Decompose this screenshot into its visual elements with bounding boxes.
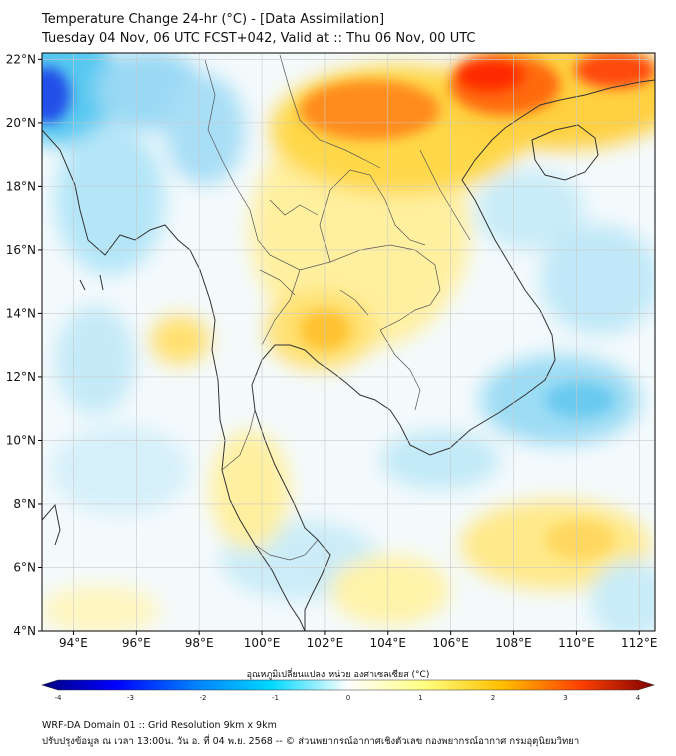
- lat-tick-label: 14°N: [6, 306, 36, 320]
- colorbar-tick-label: 3: [563, 694, 567, 702]
- colorbar-tick-label: 4: [636, 694, 641, 702]
- model-info: WRF-DA Domain 01 :: Grid Resolution 9km …: [42, 720, 277, 731]
- colorbar-title: อุณหภูมิเปลี่ยนแปลง หน่วย องศาเซลเซียส (…: [246, 670, 430, 680]
- lon-tick-label: 94°E: [59, 636, 88, 650]
- colorbar-ticks: -4 -3 -2 -1 0 1 2 3 4: [55, 694, 641, 702]
- lon-tick-label: 98°E: [185, 636, 214, 650]
- lat-tick-label: 8°N: [13, 497, 36, 511]
- colorbar-tick-label: -2: [200, 694, 207, 702]
- lat-tick-label: 20°N: [6, 116, 36, 130]
- borders: [204, 54, 471, 561]
- longitude-axis: 94°E 96°E 98°E 100°E 102°E 104°E 106°E 108°E 110…: [59, 631, 658, 650]
- colorbar-tick-label: 0: [346, 694, 350, 702]
- map-title: Temperature Change 24-hr (°C) - [Data As…: [42, 12, 385, 27]
- lon-tick-label: 104°E: [370, 636, 407, 650]
- lat-tick-label: 16°N: [6, 243, 36, 257]
- lon-tick-label: 108°E: [495, 636, 532, 650]
- colorbar-tick-label: -4: [55, 694, 63, 702]
- graticule: [42, 53, 655, 632]
- map-frame: [41, 52, 656, 632]
- colorbar-tick-label: -1: [272, 694, 279, 702]
- lon-tick-label: 96°E: [122, 636, 151, 650]
- colorbar: -4 -3 -2 -1 0 1 2 3 4: [40, 679, 656, 702]
- lat-tick-label: 22°N: [6, 52, 36, 66]
- update-credit: ปรับปรุงข้อมูล ณ เวลา 13:00น. วัน อ. ที่…: [42, 736, 580, 747]
- colorbar-gradient: [40, 679, 656, 691]
- lon-tick-label: 110°E: [558, 636, 595, 650]
- lat-tick-label: 12°N: [6, 370, 36, 384]
- colorbar-tick-label: 1: [418, 694, 422, 702]
- colorbar-tick-label: 2: [491, 694, 495, 702]
- temperature-field: [42, 53, 655, 631]
- lon-tick-label: 102°E: [307, 636, 344, 650]
- lat-tick-label: 10°N: [6, 433, 36, 447]
- latitude-axis: 22°N 20°N 18°N 16°N 14°N 12°N 10°N 8°N 6°N 4°N: [6, 52, 42, 638]
- lat-tick-label: 6°N: [13, 560, 36, 574]
- colorbar-tick-label: -3: [127, 694, 134, 702]
- lat-tick-label: 18°N: [6, 179, 36, 193]
- lon-tick-label: 112°E: [621, 636, 658, 650]
- coastlines: [42, 79, 655, 631]
- map-subtitle: Tuesday 04 Nov, 06 UTC FCST+042, Valid a…: [42, 31, 476, 46]
- lon-tick-label: 106°E: [432, 636, 469, 650]
- lon-tick-label: 100°E: [244, 636, 281, 650]
- lat-tick-label: 4°N: [13, 624, 36, 638]
